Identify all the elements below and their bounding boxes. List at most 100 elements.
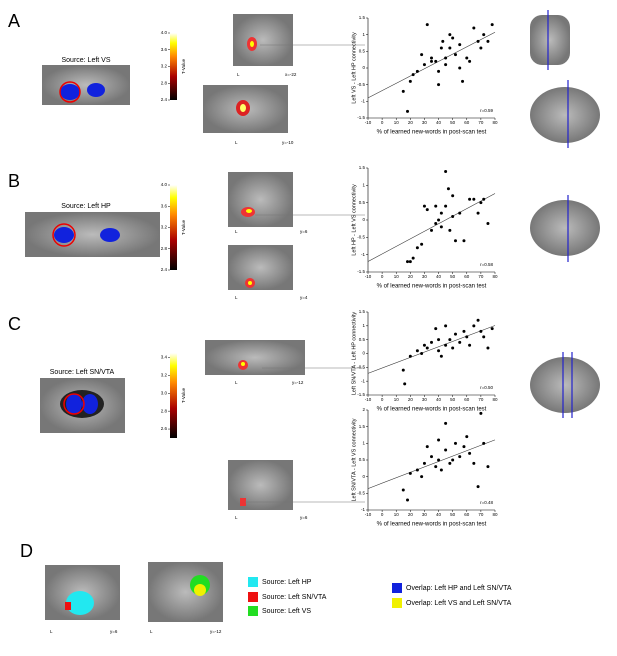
legend-swatch: [248, 606, 258, 616]
x-axis-label: % of learned new-words in post-scan test: [377, 130, 487, 136]
y-tick-label: -1: [361, 507, 365, 512]
point: [437, 83, 441, 87]
y-axis-label: Left VS - Left HP connectivity: [351, 32, 357, 104]
slice-side: L: [237, 72, 240, 77]
point: [451, 458, 455, 462]
point: [444, 204, 448, 208]
y-axis-label: Left SN/VTA - Left HP connectivity: [351, 312, 357, 395]
x-tick-label: 60: [464, 512, 470, 517]
y-tick-label: -1.5: [357, 392, 365, 397]
point: [437, 218, 441, 222]
colorbar-tick-label: 2.8: [161, 246, 168, 251]
point: [406, 498, 410, 502]
y-axis-label: Left SN/VTA - Left VS connectivity: [351, 418, 357, 501]
x-tick-label: 0: [381, 512, 384, 517]
point: [451, 194, 455, 198]
x-tick-label: 60: [464, 274, 470, 279]
colorbar-tick-label: 4.0: [161, 30, 168, 35]
slice-side: L: [235, 515, 238, 520]
point: [468, 343, 472, 347]
x-tick-label: 70: [478, 274, 484, 279]
panel-label: B: [8, 171, 20, 191]
point: [458, 340, 462, 344]
slice-coord: y=6: [110, 629, 118, 634]
y-tick-label: 1: [362, 183, 365, 188]
panel-label: D: [20, 541, 33, 561]
activation-blobs: [65, 37, 257, 615]
point: [430, 340, 433, 344]
legend-swatch: [248, 577, 258, 587]
point: [479, 329, 483, 333]
y-tick-label: 0: [362, 351, 365, 356]
source-label: Source: Left SN/VTA: [50, 369, 115, 376]
x-axis-label: % of learned new-words in post-scan test: [377, 284, 487, 290]
point: [448, 33, 452, 37]
x-tick-label: 40: [436, 512, 442, 517]
point: [458, 43, 462, 47]
legend-label: Source: Left VS: [262, 608, 311, 615]
legend-label: Overlap: Left VS and Left SN/VTA: [406, 600, 512, 607]
y-tick-label: -0.5: [357, 82, 365, 87]
point: [444, 324, 448, 328]
point: [420, 475, 424, 479]
x-tick-label: 30: [422, 274, 428, 279]
y-tick-label: -0.5: [357, 365, 365, 370]
fit-line: [367, 439, 496, 489]
point: [437, 438, 441, 442]
x-axis-label: % of learned new-words in post-scan test: [377, 522, 487, 528]
colorbar-tick-label: 4.0: [161, 182, 168, 187]
point: [403, 382, 407, 386]
point: [401, 488, 405, 492]
colorbar: [170, 185, 177, 270]
y-tick-label: 0: [362, 65, 365, 70]
point: [448, 228, 452, 232]
slice-side: L: [235, 380, 238, 385]
point: [468, 59, 472, 63]
point: [434, 221, 438, 225]
point: [425, 23, 429, 27]
legend-label: Source: Left HP: [262, 579, 312, 586]
x-tick-label: 10: [394, 274, 400, 279]
legend-swatch: [392, 598, 402, 608]
point: [439, 354, 443, 358]
point: [444, 169, 448, 173]
point: [490, 23, 494, 27]
point: [479, 201, 483, 205]
point: [472, 324, 476, 328]
point: [446, 187, 450, 191]
y-tick-label: 1.5: [359, 15, 366, 20]
point: [476, 211, 480, 215]
y-tick-label: -0.5: [357, 235, 365, 240]
brain-image: [42, 65, 130, 105]
point: [482, 441, 486, 445]
colorbar-tick-label: 2.8: [161, 80, 168, 85]
point: [486, 39, 490, 43]
point: [482, 197, 486, 201]
y-tick-label: 0.5: [359, 200, 366, 205]
legend-label: Overlap: Left HP and Left SN/VTA: [406, 585, 512, 592]
point: [472, 197, 476, 201]
point: [462, 329, 466, 333]
x-tick-label: 50: [450, 120, 456, 125]
colorbar-label: T-Value: [181, 387, 186, 403]
y-tick-label: 0: [362, 474, 365, 479]
point: [425, 346, 429, 350]
roi: [60, 84, 80, 100]
source-label: Source: Left VS: [61, 57, 110, 64]
point: [448, 338, 452, 342]
point: [439, 211, 443, 215]
x-tick-label: 80: [492, 120, 498, 125]
point: [462, 239, 466, 243]
point: [422, 461, 426, 465]
point: [486, 465, 490, 469]
x-tick-label: 40: [436, 274, 442, 279]
annotation: r=0.58: [480, 262, 493, 267]
slice-coord: y=6: [300, 229, 308, 234]
point: [453, 53, 457, 57]
slice-side: L: [150, 629, 153, 634]
point: [430, 455, 433, 459]
point: [430, 228, 433, 232]
y-tick-label: -0.5: [357, 491, 365, 496]
point: [444, 56, 448, 60]
